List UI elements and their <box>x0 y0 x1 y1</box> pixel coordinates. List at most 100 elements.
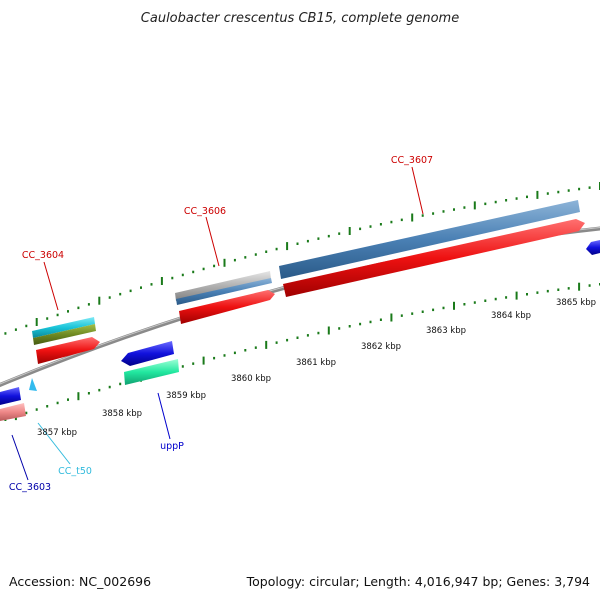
upper-minor-tick <box>192 270 195 274</box>
lower-major-tick <box>390 313 393 322</box>
upper-minor-tick <box>567 189 570 192</box>
uppp-blue-arrow[interactable] <box>121 341 174 366</box>
lower-minor-tick <box>25 411 28 415</box>
gene-label-cc3604[interactable]: CC_3604 <box>22 250 64 261</box>
feature-uppp[interactable] <box>121 341 179 385</box>
upper-major-tick <box>536 190 539 199</box>
uppp-mint-bar[interactable] <box>124 359 179 385</box>
upper-minor-tick <box>265 250 268 253</box>
upper-minor-tick <box>46 317 49 320</box>
right-edge-blue-arrow[interactable] <box>586 240 600 255</box>
feature-cc-t50[interactable] <box>29 378 37 391</box>
lower-tick-row <box>4 282 600 421</box>
upper-minor-tick <box>390 220 393 224</box>
upper-minor-tick <box>233 258 236 262</box>
upper-minor-tick <box>4 332 7 335</box>
cc3607-red-arrow[interactable] <box>283 219 585 297</box>
upper-minor-tick <box>442 210 445 213</box>
lower-minor-tick <box>400 314 403 317</box>
lower-minor-tick <box>588 284 591 287</box>
lower-minor-tick <box>557 288 560 291</box>
upper-minor-tick <box>129 289 132 293</box>
accession-text: Accession: NC_002696 <box>9 574 152 589</box>
lower-minor-tick <box>369 320 372 324</box>
lower-major-tick <box>515 291 518 300</box>
upper-minor-tick <box>400 218 403 222</box>
upper-minor-tick <box>275 247 278 251</box>
upper-minor-tick <box>494 200 497 204</box>
feature-cc3604[interactable] <box>32 317 100 364</box>
upper-minor-tick <box>515 197 518 200</box>
gene-label-cc3603[interactable]: CC_3603 <box>9 482 51 493</box>
upper-minor-tick <box>546 192 549 195</box>
lower-minor-tick <box>494 297 497 301</box>
lower-minor-tick <box>108 385 111 389</box>
cc3604-red-arrow[interactable] <box>36 337 100 364</box>
upper-major-tick <box>35 318 38 326</box>
lower-minor-tick <box>244 349 247 352</box>
cc3603-pink-bar[interactable] <box>0 403 26 421</box>
upper-minor-tick <box>338 232 341 235</box>
upper-minor-tick <box>306 239 309 243</box>
upper-minor-tick <box>432 212 435 215</box>
cc3606-steelblue-bar[interactable] <box>176 278 272 305</box>
cc-t50-marker[interactable] <box>29 378 37 391</box>
lower-minor-tick <box>192 362 195 365</box>
upper-minor-tick <box>526 195 528 199</box>
cc3606-red-arrow[interactable] <box>179 290 275 324</box>
feature-right-edge[interactable] <box>586 240 600 255</box>
lower-minor-tick <box>546 289 549 293</box>
feature-cc3606[interactable] <box>175 271 275 324</box>
callout-line-cc3607 <box>411 166 424 215</box>
lower-minor-tick <box>442 306 445 310</box>
cc3604-olive-bar[interactable] <box>33 324 96 345</box>
upper-minor-tick <box>14 328 17 331</box>
cc3607-steelblue-bar[interactable] <box>279 200 580 279</box>
lower-major-tick <box>202 356 205 365</box>
upper-major-tick <box>348 227 351 235</box>
upper-major-tick <box>286 242 289 251</box>
upper-minor-tick <box>213 264 216 268</box>
lower-minor-tick <box>286 338 289 342</box>
cc3606-grey-bar[interactable] <box>175 271 271 301</box>
upper-minor-tick <box>25 324 28 328</box>
lower-minor-tick <box>526 293 528 296</box>
upper-major-tick <box>473 201 476 210</box>
upper-major-tick <box>98 296 101 305</box>
upper-minor-tick <box>296 242 299 245</box>
cc3604-cyan-bar[interactable] <box>32 317 95 338</box>
upper-minor-tick <box>578 187 581 191</box>
upper-minor-tick <box>56 313 59 317</box>
upper-minor-tick <box>369 225 372 228</box>
lower-minor-tick <box>98 388 101 392</box>
cc3603-blue-arrow[interactable] <box>0 387 21 405</box>
upper-minor-tick <box>588 186 591 189</box>
scale-label-3865: 3865 kbp <box>556 298 596 308</box>
lower-minor-tick <box>567 287 570 290</box>
lower-minor-tick <box>536 291 539 294</box>
upper-minor-tick <box>453 208 455 211</box>
upper-minor-tick <box>327 234 330 238</box>
callout-line-cc-t50 <box>37 422 71 465</box>
lower-minor-tick <box>56 401 59 405</box>
upper-minor-tick <box>119 292 122 296</box>
gene-label-cc-t50[interactable]: CC_t50 <box>58 466 92 477</box>
upper-minor-tick <box>67 310 69 313</box>
upper-minor-tick <box>359 227 362 231</box>
feature-cc3603[interactable] <box>0 387 26 421</box>
lower-minor-tick <box>87 392 90 395</box>
genome-summary-text: Topology: circular; Length: 4,016,947 bp… <box>246 574 590 589</box>
gene-label-cc3607[interactable]: CC_3607 <box>391 155 433 166</box>
scale-label-3863: 3863 kbp <box>426 326 466 336</box>
lower-major-tick <box>578 282 581 291</box>
feature-cc3607[interactable] <box>279 200 585 297</box>
map-title: Caulobacter crescentus CB15, complete ge… <box>141 11 459 26</box>
upper-minor-tick <box>505 199 508 202</box>
callout-line-cc3603 <box>11 434 29 481</box>
upper-minor-tick <box>150 283 153 286</box>
gene-label-uppp[interactable]: uppP <box>160 441 184 452</box>
gene-label-cc3606[interactable]: CC_3606 <box>184 206 226 217</box>
scale-label-3860: 3860 kbp <box>231 374 271 384</box>
upper-minor-tick <box>317 237 320 240</box>
